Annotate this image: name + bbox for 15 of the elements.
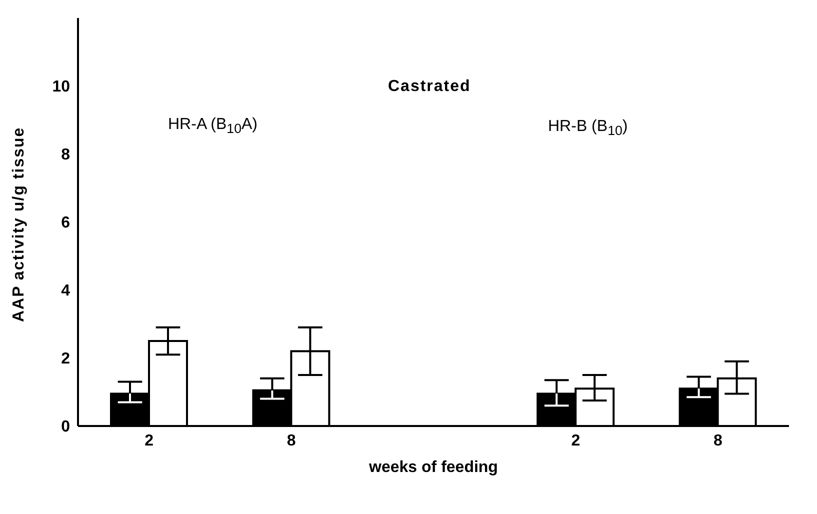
- annotation: Castrated: [388, 78, 471, 96]
- y-tick-label: 6: [61, 214, 70, 232]
- x-tick-label: 2: [571, 432, 580, 450]
- y-tick-label: 10: [52, 78, 70, 96]
- x-tick-label: 8: [286, 432, 296, 450]
- x-tick-label: 8: [713, 432, 722, 450]
- y-tick-label: 0: [61, 418, 70, 436]
- y-tick-label: 4: [61, 282, 70, 300]
- y-tick-label: 8: [61, 146, 70, 164]
- annotation: HR-B (B$_{10}$): [548, 118, 628, 138]
- y-tick-label: 2: [61, 350, 70, 368]
- y-axis-title: AAP activity u/g tissue: [10, 126, 28, 322]
- x-tick-label: 2: [144, 432, 154, 450]
- x-axis-title: weeks of feeding: [368, 459, 498, 476]
- annotation: HR-A (B$_{10}$A): [168, 116, 258, 136]
